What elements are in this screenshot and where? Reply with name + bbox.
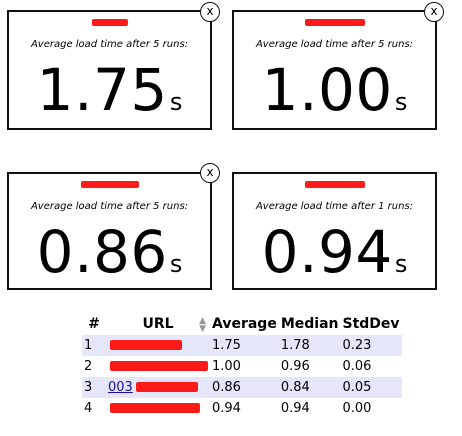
table-row: 4 0.94 0.94 0.00: [82, 398, 402, 419]
load-time-unit: s: [169, 88, 183, 116]
column-header-url[interactable]: URL ▲ ▼: [106, 314, 210, 335]
load-time-unit: s: [394, 250, 408, 278]
card-subtitle: Average load time after 5 runs:: [255, 39, 414, 50]
column-header-median[interactable]: Median: [280, 316, 339, 332]
redacted-title: [80, 181, 139, 188]
column-header-stddev[interactable]: StdDev: [342, 316, 400, 332]
table-row: 2 1.00 0.96 0.06: [82, 356, 402, 377]
row-stddev: 0.00: [342, 401, 372, 416]
row-stddev: 0.05: [340, 377, 402, 398]
result-card-2: Average load time after 5 runs: 1.00s: [232, 10, 437, 130]
row-median: 0.96: [280, 359, 310, 374]
load-time-unit: s: [169, 250, 183, 278]
row-average: 1.75: [210, 335, 279, 356]
row-url: [106, 356, 210, 377]
column-header-number[interactable]: #: [88, 316, 100, 332]
row-median: 0.94: [280, 401, 310, 416]
row-index: 4: [84, 401, 93, 416]
load-time-metric: 1.00s: [234, 56, 435, 124]
row-index: 2: [84, 359, 93, 374]
redacted-url: [110, 403, 200, 413]
row-average: 0.94: [212, 401, 241, 416]
row-average: 0.86: [210, 377, 279, 398]
result-card-4: Average load time after 1 runs: 0.94s: [232, 172, 437, 290]
load-time-value: 0.86: [36, 218, 168, 286]
row-stddev: 0.06: [342, 359, 372, 374]
redacted-title: [304, 19, 365, 26]
row-url: [106, 335, 210, 356]
row-index: 1: [82, 335, 106, 356]
row-url: [106, 398, 210, 419]
row-index: 3: [82, 377, 106, 398]
row-stddev: 0.23: [340, 335, 402, 356]
close-card-1-button[interactable]: x: [200, 2, 220, 22]
column-header-url-label: URL: [142, 316, 174, 332]
redacted-url: [110, 340, 182, 350]
row-url: 003: [106, 377, 210, 398]
close-card-3-button[interactable]: x: [200, 163, 220, 183]
redacted-url: [110, 361, 208, 371]
table-row: 3 003 0.86 0.84 0.05: [82, 377, 402, 398]
load-time-metric: 0.86s: [9, 218, 210, 286]
load-time-value: 1.75: [36, 56, 168, 124]
load-time-unit: s: [394, 88, 408, 116]
url-link[interactable]: 003: [108, 380, 133, 395]
result-card-3: Average load time after 5 runs: 0.86s: [7, 172, 212, 290]
load-time-value: 1.00: [261, 56, 393, 124]
redacted-url: [136, 382, 198, 392]
row-median: 1.78: [278, 335, 341, 356]
load-time-value: 0.94: [261, 218, 393, 286]
column-header-average[interactable]: Average: [212, 316, 277, 332]
redacted-title: [91, 19, 128, 26]
load-time-metric: 1.75s: [9, 56, 210, 124]
table-row: 1 1.75 1.78 0.23: [82, 335, 402, 356]
close-card-2-button[interactable]: x: [424, 2, 444, 22]
table-header-row: # URL ▲ ▼ Average Median StdDev: [82, 314, 402, 335]
card-subtitle: Average load time after 5 runs:: [30, 39, 189, 50]
row-average: 1.00: [212, 359, 241, 374]
redacted-title: [304, 181, 365, 188]
load-time-metric: 0.94s: [234, 218, 435, 286]
card-subtitle: Average load time after 5 runs:: [30, 201, 189, 212]
card-subtitle: Average load time after 1 runs:: [255, 201, 414, 212]
result-card-1: Average load time after 5 runs: 1.75s: [7, 10, 212, 130]
results-table: # URL ▲ ▼ Average Median StdDev 1 1.75 1.…: [82, 314, 402, 419]
row-median: 0.84: [278, 377, 341, 398]
sort-arrows-icon[interactable]: ▲ ▼: [199, 316, 206, 334]
